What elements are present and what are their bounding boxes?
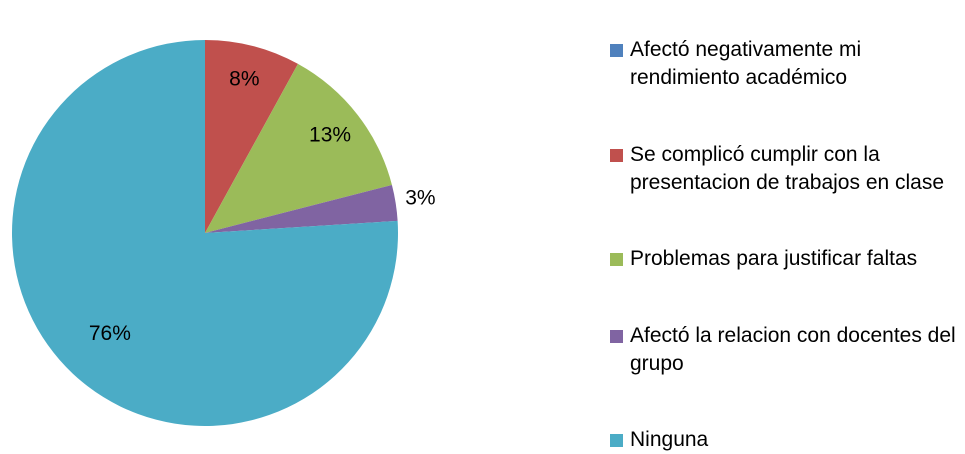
data-label: 8% — [229, 67, 259, 90]
data-label: 76% — [89, 322, 131, 345]
data-label: 13% — [309, 124, 351, 147]
legend-label: Ninguna — [630, 428, 709, 451]
legend-swatch — [610, 329, 623, 343]
legend: Afectó negativamente mi rendimiento acad… — [610, 36, 962, 454]
pie-slice — [205, 40, 298, 233]
legend-item: Ninguna — [610, 426, 962, 454]
data-label: 3% — [405, 186, 435, 209]
legend-label: Problemas para justificar faltas — [630, 247, 918, 270]
legend-label: Se complicó cumplir con la presentacion … — [630, 142, 945, 194]
legend-swatch — [610, 148, 623, 162]
legend-item: Afectó la relacion con docentes del grup… — [610, 322, 962, 378]
legend-item: Afectó negativamente mi rendimiento acad… — [610, 36, 962, 92]
legend-label: Afectó la relacion con docentes del grup… — [630, 323, 956, 375]
legend-item: Problemas para justificar faltas — [610, 245, 962, 273]
legend-swatch — [610, 253, 623, 266]
legend-item: Se complicó cumplir con la presentacion … — [610, 141, 962, 197]
chart: 8% 13% 3% 76% — [11, 40, 436, 426]
legend-label: Afectó negativamente mi rendimiento acad… — [630, 38, 862, 89]
pie-slice — [205, 63, 392, 234]
legend-swatch — [610, 434, 623, 447]
pie-slice — [11, 40, 398, 426]
pie-slice — [205, 185, 398, 233]
legend-swatch — [610, 44, 623, 57]
